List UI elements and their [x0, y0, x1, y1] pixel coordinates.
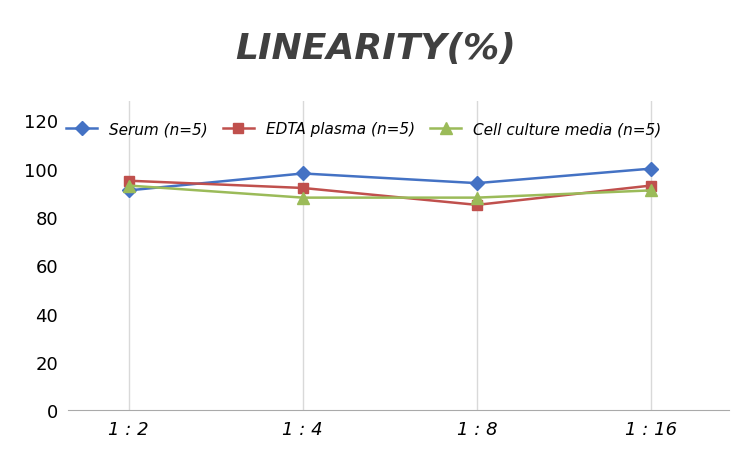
Line: EDTA plasma (n=5): EDTA plasma (n=5)	[124, 176, 656, 210]
EDTA plasma (n=5)	[472, 202, 481, 208]
Cell culture media (n=5)	[299, 195, 308, 201]
Text: LINEARITY(%): LINEARITY(%)	[235, 32, 517, 65]
Serum (n=5)	[299, 171, 308, 177]
EDTA plasma (n=5)	[124, 179, 133, 184]
EDTA plasma (n=5)	[647, 184, 656, 189]
Line: Serum (n=5): Serum (n=5)	[124, 165, 656, 196]
Cell culture media (n=5)	[472, 195, 481, 201]
EDTA plasma (n=5)	[299, 186, 308, 191]
Serum (n=5)	[647, 166, 656, 172]
Serum (n=5)	[472, 181, 481, 186]
Line: Cell culture media (n=5): Cell culture media (n=5)	[123, 180, 656, 204]
Cell culture media (n=5)	[124, 184, 133, 189]
Legend: Serum (n=5), EDTA plasma (n=5), Cell culture media (n=5): Serum (n=5), EDTA plasma (n=5), Cell cul…	[60, 116, 668, 143]
Cell culture media (n=5)	[647, 188, 656, 193]
Serum (n=5)	[124, 188, 133, 193]
